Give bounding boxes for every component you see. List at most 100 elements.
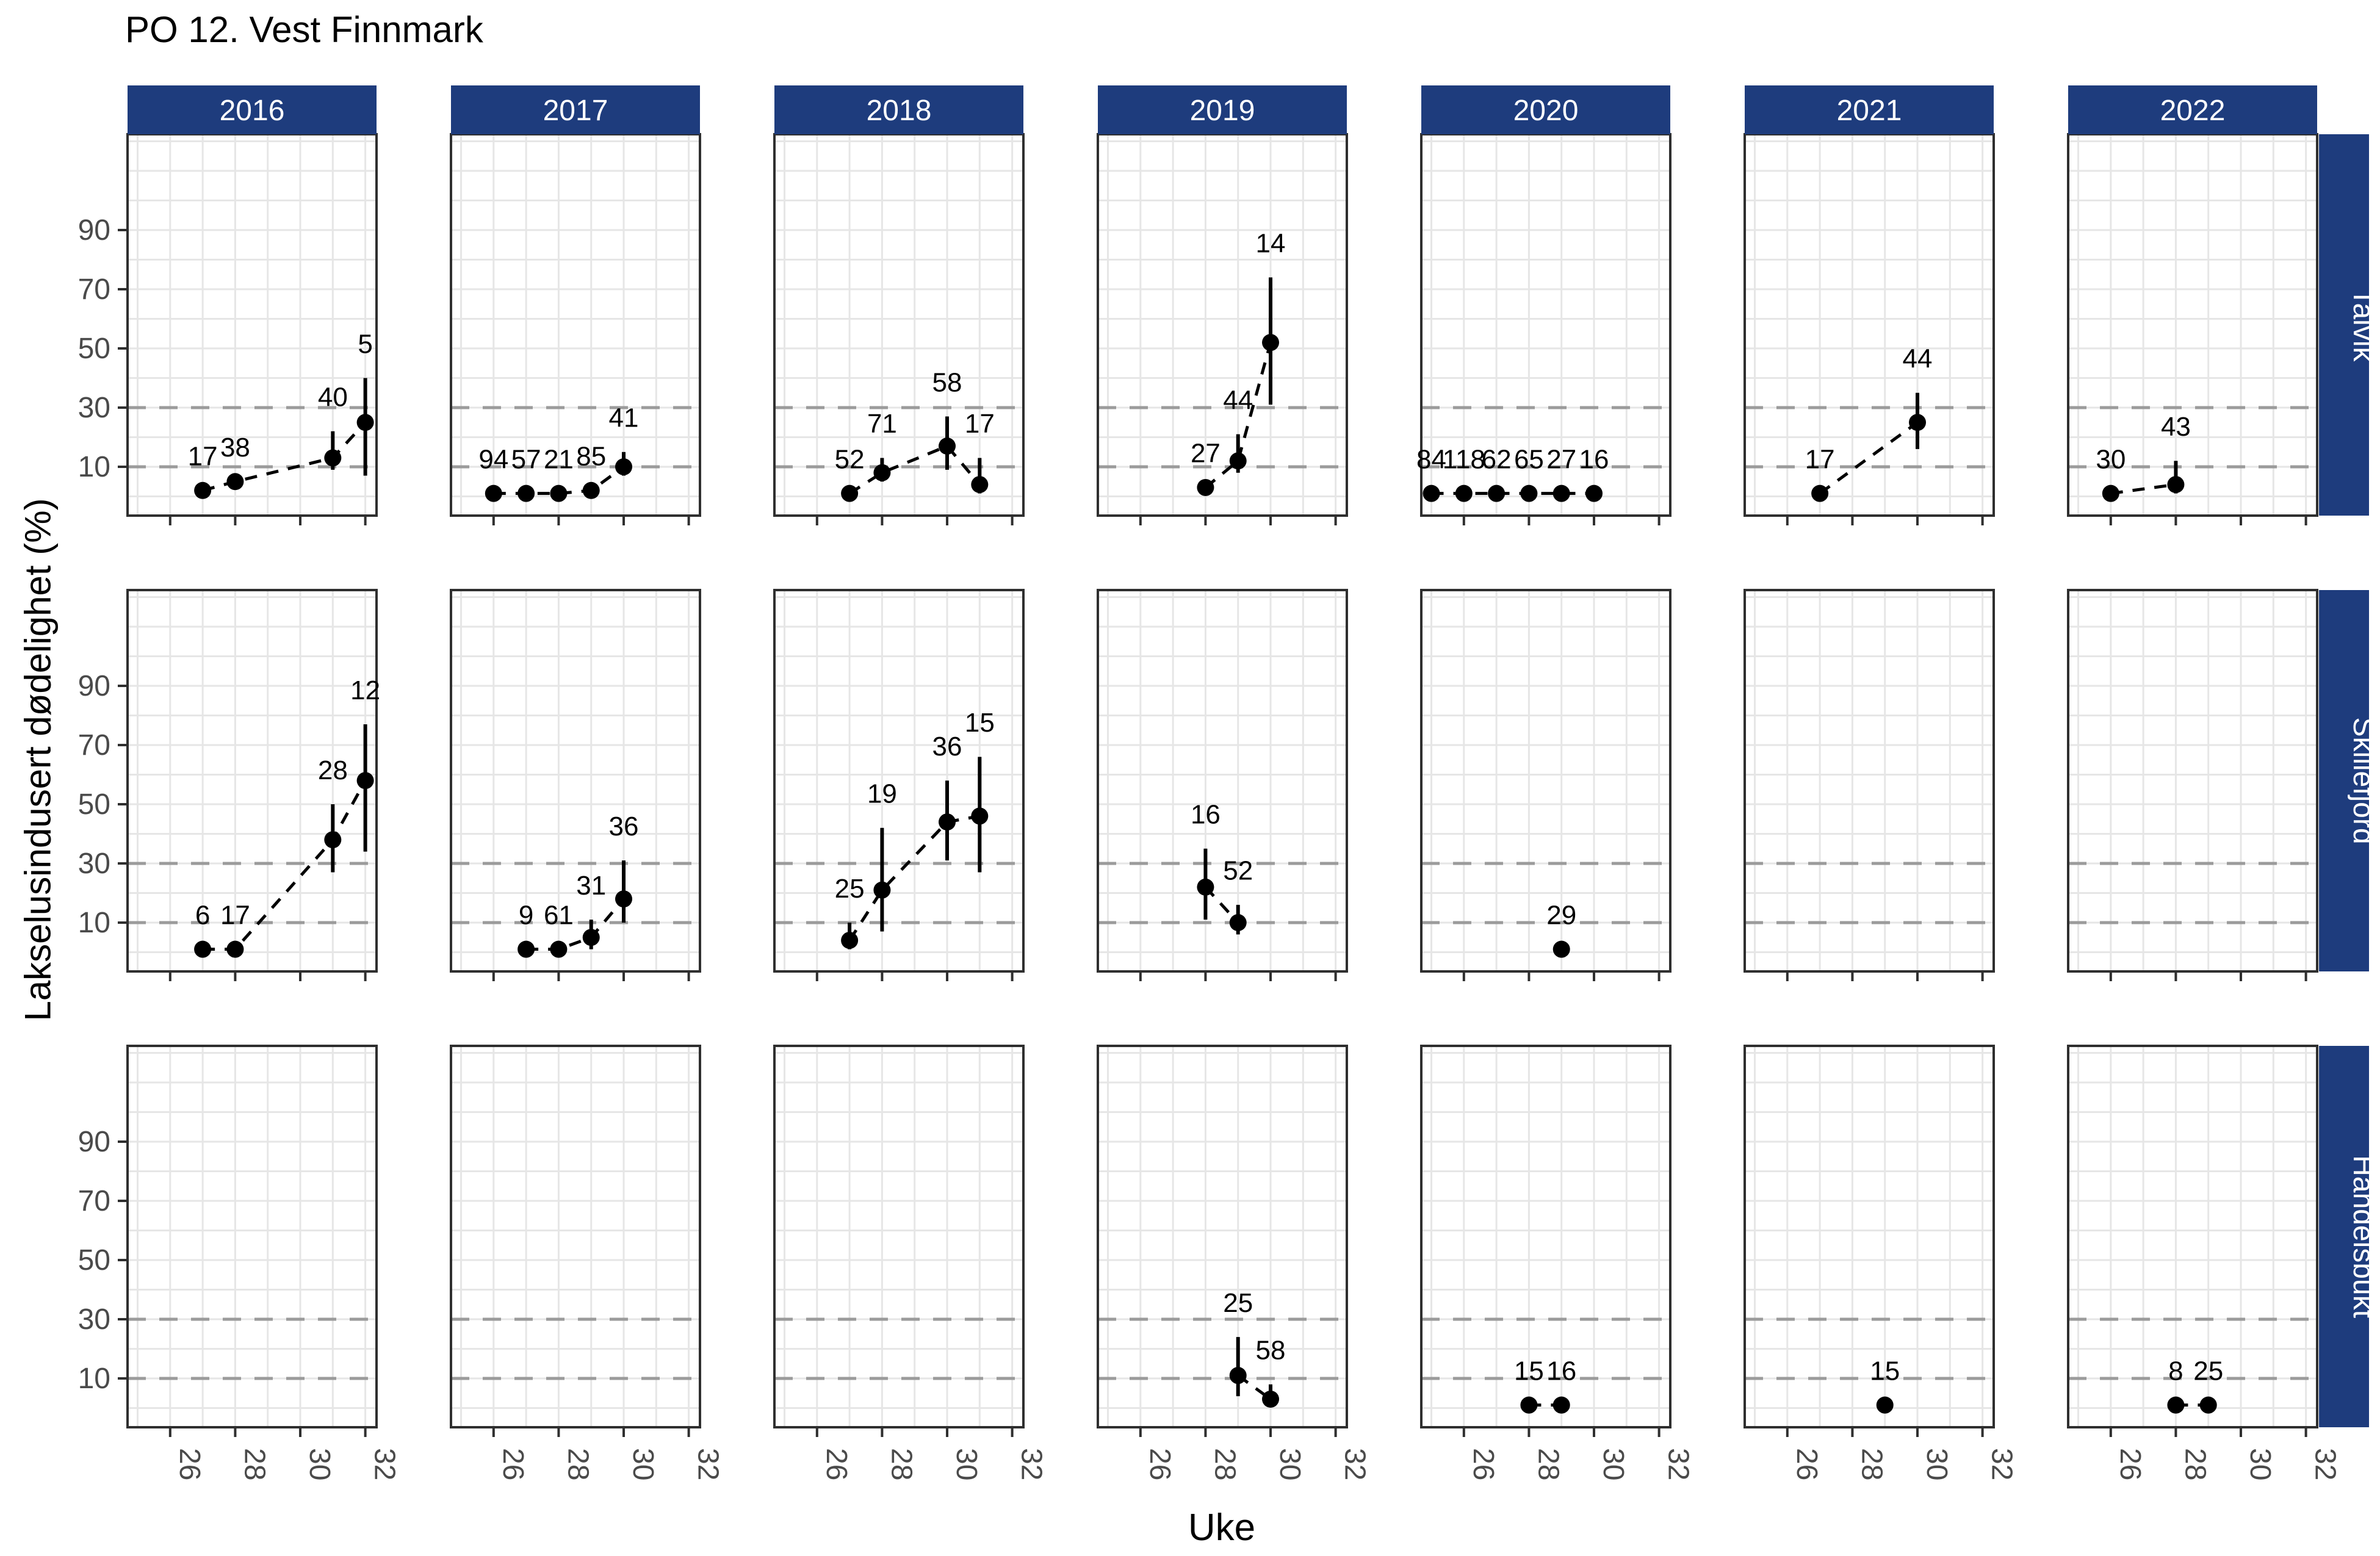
y-tick-label: 70 bbox=[78, 729, 110, 762]
data-point bbox=[615, 458, 633, 475]
count-label: 29 bbox=[1546, 900, 1576, 930]
data-point bbox=[550, 484, 568, 502]
col-facet-label: 2021 bbox=[1837, 95, 1902, 127]
col-facet-label: 2019 bbox=[1190, 95, 1255, 127]
count-label: 17 bbox=[965, 409, 995, 439]
data-point bbox=[226, 940, 244, 958]
panel-background bbox=[1745, 590, 1994, 971]
data-point bbox=[1229, 1367, 1247, 1385]
y-tick-label: 10 bbox=[78, 451, 110, 483]
x-tick-label: 28 bbox=[1855, 1448, 1888, 1480]
count-label: 16 bbox=[1579, 444, 1609, 474]
x-tick-label: 32 bbox=[369, 1448, 401, 1480]
count-label: 84 bbox=[1416, 444, 1446, 474]
count-label: 25 bbox=[2193, 1356, 2223, 1386]
data-point bbox=[356, 772, 374, 790]
x-axis-title: Uke bbox=[1188, 1507, 1256, 1549]
col-facet-label: 2017 bbox=[543, 95, 608, 127]
count-label: 58 bbox=[1256, 1335, 1286, 1365]
data-point bbox=[1552, 484, 1570, 502]
y-tick-label: 70 bbox=[78, 273, 110, 306]
panel-background bbox=[1745, 1046, 1994, 1427]
y-tick-label: 90 bbox=[78, 1126, 110, 1158]
count-label: 52 bbox=[835, 444, 865, 474]
x-tick-label: 30 bbox=[303, 1448, 336, 1480]
row-facet-label: Talvik bbox=[2347, 288, 2379, 362]
count-label: 41 bbox=[609, 403, 639, 433]
x-tick-label: 30 bbox=[950, 1448, 983, 1480]
panel-background bbox=[451, 1046, 700, 1427]
trend-line bbox=[2110, 483, 2176, 495]
data-point bbox=[1909, 414, 1927, 431]
data-point bbox=[194, 481, 212, 499]
panel-background bbox=[128, 1046, 377, 1427]
x-tick-label: 28 bbox=[885, 1448, 917, 1480]
count-label: 38 bbox=[220, 433, 250, 463]
x-tick-label: 26 bbox=[1467, 1448, 1499, 1480]
x-tick-label: 26 bbox=[497, 1448, 529, 1480]
row-facet-strip bbox=[2319, 134, 2369, 516]
col-facet-strip bbox=[1421, 85, 1670, 134]
trend-line bbox=[493, 465, 625, 495]
count-label: 27 bbox=[1546, 444, 1576, 474]
count-label: 28 bbox=[318, 755, 348, 785]
panel-background bbox=[1745, 134, 1994, 516]
y-tick-label: 90 bbox=[78, 214, 110, 247]
x-tick-label: 32 bbox=[1986, 1448, 2018, 1480]
x-tick-label: 26 bbox=[2114, 1448, 2146, 1480]
data-point bbox=[2199, 1396, 2217, 1414]
data-point bbox=[1229, 914, 1247, 931]
col-facet-label: 2022 bbox=[2160, 95, 2226, 127]
panel-background bbox=[128, 590, 377, 971]
panel-background bbox=[2068, 590, 2317, 971]
count-label: 44 bbox=[1223, 385, 1253, 415]
data-point bbox=[615, 890, 633, 908]
x-tick-label: 26 bbox=[820, 1448, 853, 1480]
count-label: 21 bbox=[544, 444, 574, 474]
x-tick-label: 28 bbox=[1208, 1448, 1241, 1480]
data-point bbox=[873, 881, 891, 899]
data-point bbox=[582, 929, 600, 946]
col-facet-label: 2018 bbox=[867, 95, 932, 127]
data-point bbox=[1520, 1396, 1538, 1414]
x-tick-label: 28 bbox=[561, 1448, 594, 1480]
y-tick-label: 90 bbox=[78, 670, 110, 702]
count-label: 16 bbox=[1191, 800, 1221, 830]
y-tick-label: 50 bbox=[78, 1244, 110, 1277]
col-facet-strip bbox=[774, 85, 1023, 134]
y-tick-label: 10 bbox=[78, 1363, 110, 1395]
data-point bbox=[1876, 1396, 1894, 1414]
count-label: 16 bbox=[1546, 1356, 1576, 1386]
panel-background bbox=[451, 134, 700, 516]
col-facet-strip bbox=[128, 85, 377, 134]
x-tick-label: 32 bbox=[1339, 1448, 1371, 1480]
x-tick-label: 32 bbox=[1662, 1448, 1695, 1480]
col-facet-strip bbox=[451, 85, 700, 134]
col-facet-strip bbox=[1745, 85, 1994, 134]
data-point bbox=[873, 464, 891, 481]
trend-line bbox=[848, 444, 981, 495]
facet-panel bbox=[1097, 589, 1348, 973]
count-label: 15 bbox=[1870, 1356, 1900, 1386]
panel-background bbox=[1421, 590, 1670, 971]
count-label: 25 bbox=[835, 874, 865, 904]
x-tick-label: 26 bbox=[1144, 1448, 1176, 1480]
count-label: 17 bbox=[220, 900, 250, 930]
x-tick-label: 30 bbox=[2244, 1448, 2276, 1480]
count-label: 19 bbox=[867, 779, 897, 809]
data-point bbox=[1811, 484, 1829, 502]
x-tick-label: 32 bbox=[1015, 1448, 1048, 1480]
data-point bbox=[1229, 452, 1247, 470]
x-tick-label: 28 bbox=[2179, 1448, 2211, 1480]
data-point bbox=[841, 932, 859, 949]
data-point bbox=[841, 484, 859, 502]
x-tick-label: 30 bbox=[1597, 1448, 1629, 1480]
y-tick-label: 30 bbox=[78, 1303, 110, 1336]
x-tick-label: 26 bbox=[1790, 1448, 1823, 1480]
data-point bbox=[1197, 878, 1214, 896]
count-label: 15 bbox=[965, 708, 995, 738]
x-tick-label: 30 bbox=[1920, 1448, 1953, 1480]
count-label: 61 bbox=[544, 900, 574, 930]
col-facet-strip bbox=[1098, 85, 1347, 134]
